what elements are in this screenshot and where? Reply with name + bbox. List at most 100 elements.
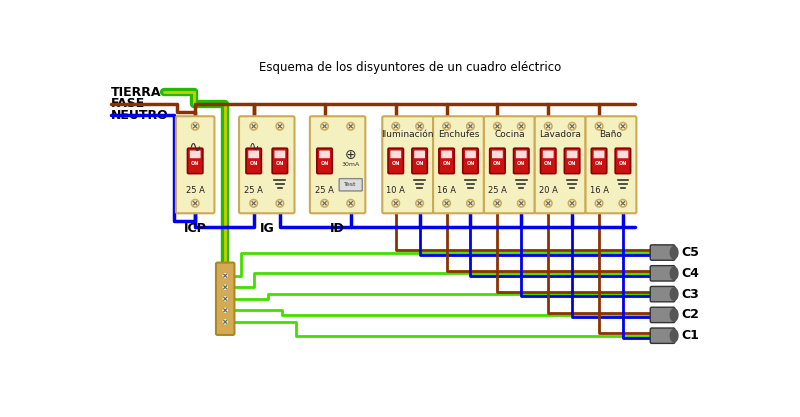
Circle shape (595, 123, 603, 130)
FancyBboxPatch shape (541, 148, 556, 173)
FancyBboxPatch shape (439, 148, 454, 173)
FancyBboxPatch shape (650, 307, 675, 323)
Text: 30mA: 30mA (342, 162, 360, 167)
Text: 25 A: 25 A (244, 186, 263, 195)
Text: Enchufes: Enchufes (438, 130, 479, 139)
FancyBboxPatch shape (248, 151, 259, 158)
Text: ON: ON (415, 161, 424, 166)
Circle shape (495, 201, 500, 206)
Circle shape (495, 124, 500, 128)
Text: ID: ID (330, 222, 345, 235)
Text: ∿: ∿ (249, 141, 259, 153)
Text: Test: Test (345, 182, 357, 187)
Circle shape (222, 319, 229, 325)
Circle shape (223, 320, 227, 324)
Circle shape (222, 272, 229, 279)
Text: ON: ON (191, 161, 199, 166)
FancyBboxPatch shape (412, 148, 427, 173)
FancyBboxPatch shape (534, 116, 586, 213)
Text: C5: C5 (681, 246, 699, 259)
Text: ∿: ∿ (189, 140, 202, 155)
FancyBboxPatch shape (484, 116, 534, 213)
Ellipse shape (670, 288, 678, 300)
Circle shape (223, 274, 227, 278)
Circle shape (222, 307, 229, 314)
Circle shape (191, 199, 199, 207)
FancyBboxPatch shape (187, 148, 203, 173)
Circle shape (468, 124, 473, 128)
Text: Baño: Baño (599, 130, 622, 139)
Text: Lavadora: Lavadora (539, 130, 581, 139)
Text: ON: ON (391, 161, 400, 166)
Text: ON: ON (466, 161, 474, 166)
Text: ON: ON (595, 161, 603, 166)
Circle shape (347, 199, 354, 207)
Circle shape (394, 124, 398, 128)
Circle shape (597, 124, 602, 128)
Circle shape (278, 124, 282, 128)
Ellipse shape (670, 329, 678, 342)
Text: ICP: ICP (184, 222, 206, 235)
Circle shape (251, 124, 256, 128)
FancyBboxPatch shape (514, 148, 529, 173)
Circle shape (322, 201, 327, 206)
Circle shape (466, 199, 474, 207)
FancyBboxPatch shape (246, 148, 262, 173)
Circle shape (494, 123, 502, 130)
Circle shape (568, 123, 576, 130)
Circle shape (619, 123, 626, 130)
Circle shape (621, 201, 626, 206)
FancyBboxPatch shape (492, 151, 502, 158)
Text: Esquema de los disyuntores de un cuadro eléctrico: Esquema de los disyuntores de un cuadro … (259, 61, 561, 74)
FancyBboxPatch shape (591, 148, 606, 173)
Circle shape (442, 199, 450, 207)
FancyBboxPatch shape (490, 148, 505, 173)
Circle shape (349, 201, 353, 206)
Text: IG: IG (259, 222, 274, 235)
Circle shape (416, 199, 423, 207)
Text: 16 A: 16 A (437, 186, 456, 195)
Ellipse shape (670, 267, 678, 279)
FancyBboxPatch shape (388, 148, 403, 173)
Circle shape (597, 201, 602, 206)
Circle shape (518, 199, 525, 207)
Text: ON: ON (320, 161, 329, 166)
Circle shape (276, 199, 284, 207)
Circle shape (418, 201, 422, 206)
Text: 25 A: 25 A (186, 186, 205, 195)
FancyBboxPatch shape (462, 148, 478, 173)
FancyBboxPatch shape (615, 148, 630, 173)
Circle shape (392, 199, 400, 207)
Circle shape (223, 285, 227, 289)
FancyBboxPatch shape (650, 328, 675, 344)
Text: C2: C2 (681, 309, 699, 322)
FancyBboxPatch shape (414, 151, 425, 158)
FancyBboxPatch shape (465, 151, 476, 158)
FancyBboxPatch shape (319, 151, 330, 158)
Circle shape (442, 123, 450, 130)
Circle shape (568, 199, 576, 207)
Text: Cocina: Cocina (494, 130, 525, 139)
Circle shape (494, 199, 502, 207)
FancyBboxPatch shape (274, 151, 286, 158)
Circle shape (223, 308, 227, 312)
Circle shape (544, 199, 552, 207)
FancyBboxPatch shape (543, 151, 554, 158)
Circle shape (347, 123, 354, 130)
FancyBboxPatch shape (310, 116, 366, 213)
FancyBboxPatch shape (650, 286, 675, 302)
Circle shape (193, 201, 198, 206)
Circle shape (570, 201, 574, 206)
Circle shape (392, 123, 400, 130)
Text: NEUTRO: NEUTRO (111, 109, 169, 122)
FancyBboxPatch shape (190, 151, 201, 158)
Circle shape (223, 296, 227, 301)
FancyBboxPatch shape (239, 116, 294, 213)
Text: C3: C3 (681, 288, 698, 301)
Ellipse shape (670, 246, 678, 259)
Text: 16 A: 16 A (590, 186, 609, 195)
FancyBboxPatch shape (272, 148, 287, 173)
Circle shape (621, 124, 626, 128)
FancyBboxPatch shape (317, 148, 332, 173)
Text: C4: C4 (681, 267, 699, 280)
